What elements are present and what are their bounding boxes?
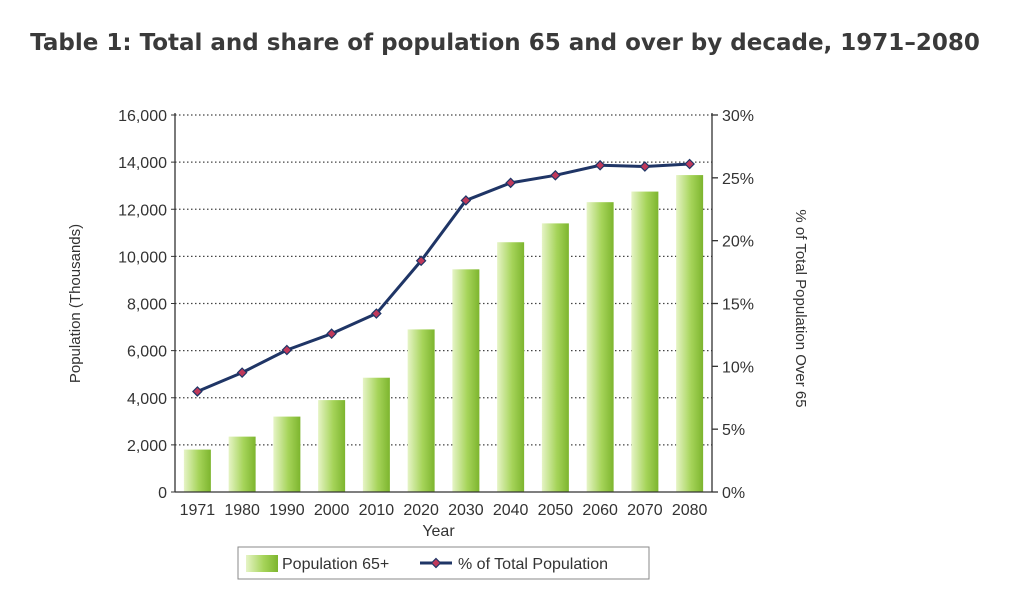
- x-tick-label: 2050: [538, 502, 574, 519]
- bar: [407, 329, 435, 492]
- bar: [183, 449, 211, 492]
- x-tick-label: 2030: [448, 502, 484, 519]
- line-point: [639, 161, 651, 172]
- y-tick-label: 0: [158, 485, 167, 502]
- x-tick-label: 2020: [403, 502, 439, 519]
- y-tick-label: 10,000: [118, 249, 167, 266]
- x-tick-label: 2010: [359, 502, 395, 519]
- y-tick-label: 14,000: [118, 155, 167, 172]
- x-axis-title: Year: [422, 523, 455, 540]
- y2-tick-label: 20%: [722, 234, 754, 251]
- x-tick-label: 2080: [672, 502, 708, 519]
- bar-series: [183, 175, 704, 492]
- x-tick-label: 1980: [224, 502, 260, 519]
- percent-line: [196, 162, 690, 393]
- x-tick-label: 2070: [627, 502, 663, 519]
- line-point: [505, 177, 516, 189]
- y-tick-label: 12,000: [118, 202, 167, 219]
- line-series: [192, 158, 695, 397]
- bar: [497, 242, 525, 492]
- bar: [676, 175, 704, 492]
- bar: [541, 223, 569, 492]
- y2-axis-title: % of Total Population Over 65: [792, 209, 809, 407]
- bar: [228, 436, 256, 492]
- line-point: [415, 255, 427, 267]
- page-title: Table 1: Total and share of population 6…: [30, 30, 980, 56]
- axes: [171, 113, 718, 493]
- line-point: [371, 308, 382, 319]
- line-point: [192, 386, 203, 397]
- legend-label: Population 65+: [282, 556, 389, 573]
- line-point: [326, 328, 337, 340]
- bar: [631, 191, 659, 492]
- gridlines: [175, 114, 712, 446]
- line-point: [460, 195, 472, 206]
- x-tick-label: 2000: [314, 502, 350, 519]
- legend-swatch-bar: [246, 555, 278, 572]
- bar: [586, 202, 614, 492]
- x-tick-label: 2040: [493, 502, 529, 519]
- y-tick-label: 16,000: [118, 108, 167, 125]
- x-tick-label: 2060: [582, 502, 618, 519]
- line-point: [281, 344, 293, 356]
- y-tick-label: 8,000: [127, 297, 167, 314]
- bar: [273, 416, 301, 492]
- y2-tick-label: 25%: [722, 171, 754, 188]
- x-tick-label: 1971: [180, 502, 216, 519]
- y2-tick-label: 15%: [722, 297, 754, 314]
- y2-tick-label: 10%: [722, 359, 754, 376]
- line-point: [550, 169, 561, 181]
- x-tick-label: 1990: [269, 502, 305, 519]
- legend: Population 65+ % of Total Population: [237, 546, 650, 580]
- line-point: [684, 158, 695, 170]
- bar: [318, 400, 346, 492]
- y2-tick-label: 5%: [722, 422, 745, 439]
- y-tick-label: 6,000: [127, 344, 167, 361]
- y-axis-title: Population (Thousands): [67, 224, 84, 383]
- bar: [362, 377, 390, 492]
- legend-label: % of Total Population: [458, 556, 608, 573]
- y-tick-label: 2,000: [127, 438, 167, 455]
- line-point: [236, 367, 248, 378]
- y2-tick-label: 30%: [722, 108, 754, 125]
- y-tick-label: 4,000: [127, 391, 167, 408]
- legend-swatch-marker: [430, 557, 442, 569]
- axis-labels: 0 2,000 4,000 6,000 8,000 10,000 12,000 14,000 1…: [67, 108, 809, 540]
- bar: [452, 269, 480, 492]
- line-point: [594, 159, 606, 171]
- y2-tick-label: 0%: [722, 485, 745, 502]
